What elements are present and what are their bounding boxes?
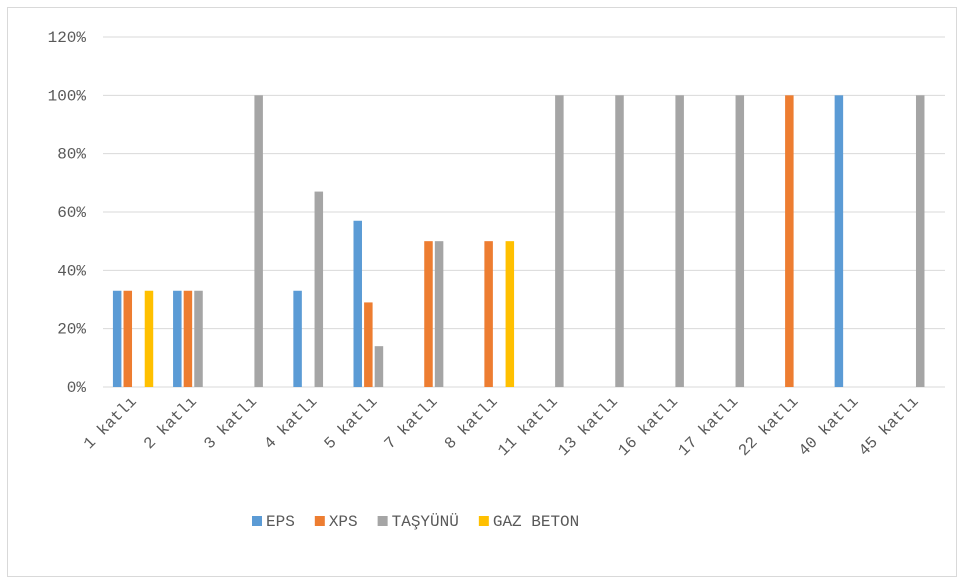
bar (785, 95, 794, 387)
bar (173, 290, 182, 387)
bar (364, 302, 373, 387)
y-tick-label: 0% (67, 379, 87, 397)
legend-label: XPS (329, 513, 358, 531)
y-tick-label: 40% (57, 262, 86, 280)
bar (293, 290, 302, 387)
bar (353, 220, 362, 387)
y-tick-label: 60% (57, 204, 86, 222)
legend-label: EPS (266, 513, 295, 531)
bar (735, 95, 745, 387)
bar (434, 241, 444, 387)
y-tick-label: 80% (57, 146, 86, 164)
bar (183, 290, 193, 387)
legend-swatch (252, 516, 262, 526)
y-tick-label: 100% (48, 87, 87, 105)
bar (675, 95, 684, 387)
y-tick-label: 120% (48, 29, 87, 47)
legend-label: TAŞYÜNÜ (392, 512, 459, 531)
bar (915, 95, 925, 387)
y-tick-label: 20% (57, 321, 86, 339)
legend-swatch (377, 516, 388, 526)
bar (834, 95, 844, 387)
bar (123, 290, 133, 387)
bar (112, 290, 122, 387)
bar (424, 241, 433, 387)
bar (505, 241, 515, 387)
bar (314, 191, 324, 387)
legend-swatch (478, 516, 489, 526)
bar (374, 346, 384, 387)
bar (254, 95, 263, 387)
chart-border (7, 7, 957, 577)
bar (615, 95, 624, 387)
bar (484, 241, 493, 387)
bar (144, 290, 154, 387)
bar (555, 95, 564, 387)
legend-swatch (314, 516, 325, 526)
bar (194, 290, 203, 387)
legend-label: GAZ BETON (493, 513, 579, 531)
